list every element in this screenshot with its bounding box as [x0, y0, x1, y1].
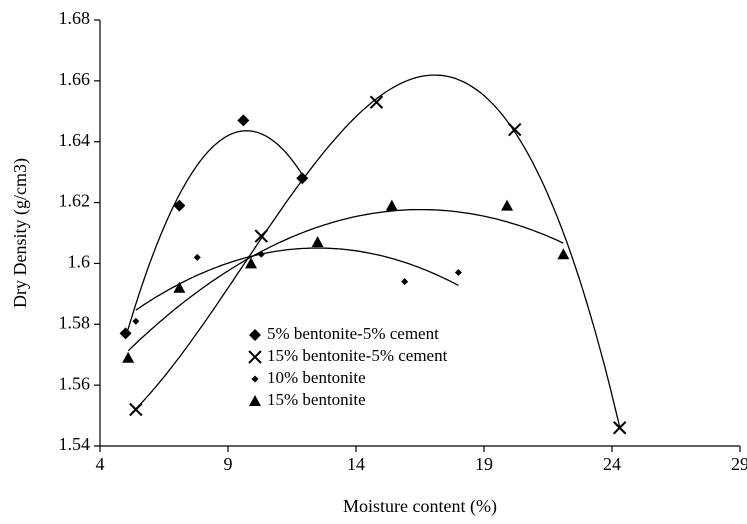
marker-cross [612, 421, 627, 435]
marker-triangle [557, 248, 570, 260]
x-tick-label: 14 [347, 454, 365, 474]
legend-label: 5% bentonite-5% cement [267, 324, 439, 343]
marker-cross [369, 95, 384, 109]
marker-triangle [385, 199, 398, 211]
trendline [135, 74, 621, 428]
marker-cross [254, 229, 268, 243]
y-tick-label: 1.66 [59, 69, 91, 89]
y-tick-label: 1.62 [59, 191, 91, 211]
legend-label: 15% bentonite [267, 390, 366, 409]
marker-cross [129, 402, 143, 417]
x-tick-label: 9 [224, 454, 233, 474]
marker-cross [508, 122, 522, 137]
marker-triangle [122, 351, 135, 363]
marker-small-diamond [401, 278, 409, 286]
legend-label: 10% bentonite [267, 368, 366, 387]
y-tick-label: 1.56 [59, 373, 91, 393]
x-axis-label: Moisture content (%) [343, 496, 497, 517]
x-tick-label: 24 [603, 454, 621, 474]
y-tick-label: 1.6 [68, 252, 91, 272]
marker-diamond [249, 329, 261, 341]
y-axis-label: Dry Density (g/cm3) [10, 158, 31, 308]
y-tick-label: 1.54 [59, 434, 91, 454]
marker-triangle [311, 236, 324, 248]
marker-triangle [501, 199, 514, 211]
x-tick-label: 4 [96, 454, 105, 474]
marker-small-diamond [132, 317, 140, 325]
x-tick-label: 29 [731, 454, 747, 474]
marker-small-diamond [251, 375, 259, 383]
y-tick-label: 1.58 [59, 312, 91, 332]
trendline [124, 130, 303, 338]
trendline [135, 247, 459, 311]
y-tick-label: 1.68 [59, 8, 91, 28]
marker-diamond [119, 327, 132, 340]
marker-diamond [237, 114, 250, 127]
marker-diamond [173, 199, 186, 212]
marker-small-diamond [193, 253, 201, 261]
marker-cross [248, 350, 262, 364]
legend-label: 15% bentonite-5% cement [267, 346, 448, 365]
trendline [127, 208, 564, 352]
marker-triangle [245, 257, 258, 269]
marker-triangle [249, 395, 261, 406]
marker-triangle [173, 281, 186, 293]
marker-small-diamond [454, 269, 462, 277]
x-tick-label: 19 [475, 454, 493, 474]
y-tick-label: 1.64 [59, 130, 91, 150]
